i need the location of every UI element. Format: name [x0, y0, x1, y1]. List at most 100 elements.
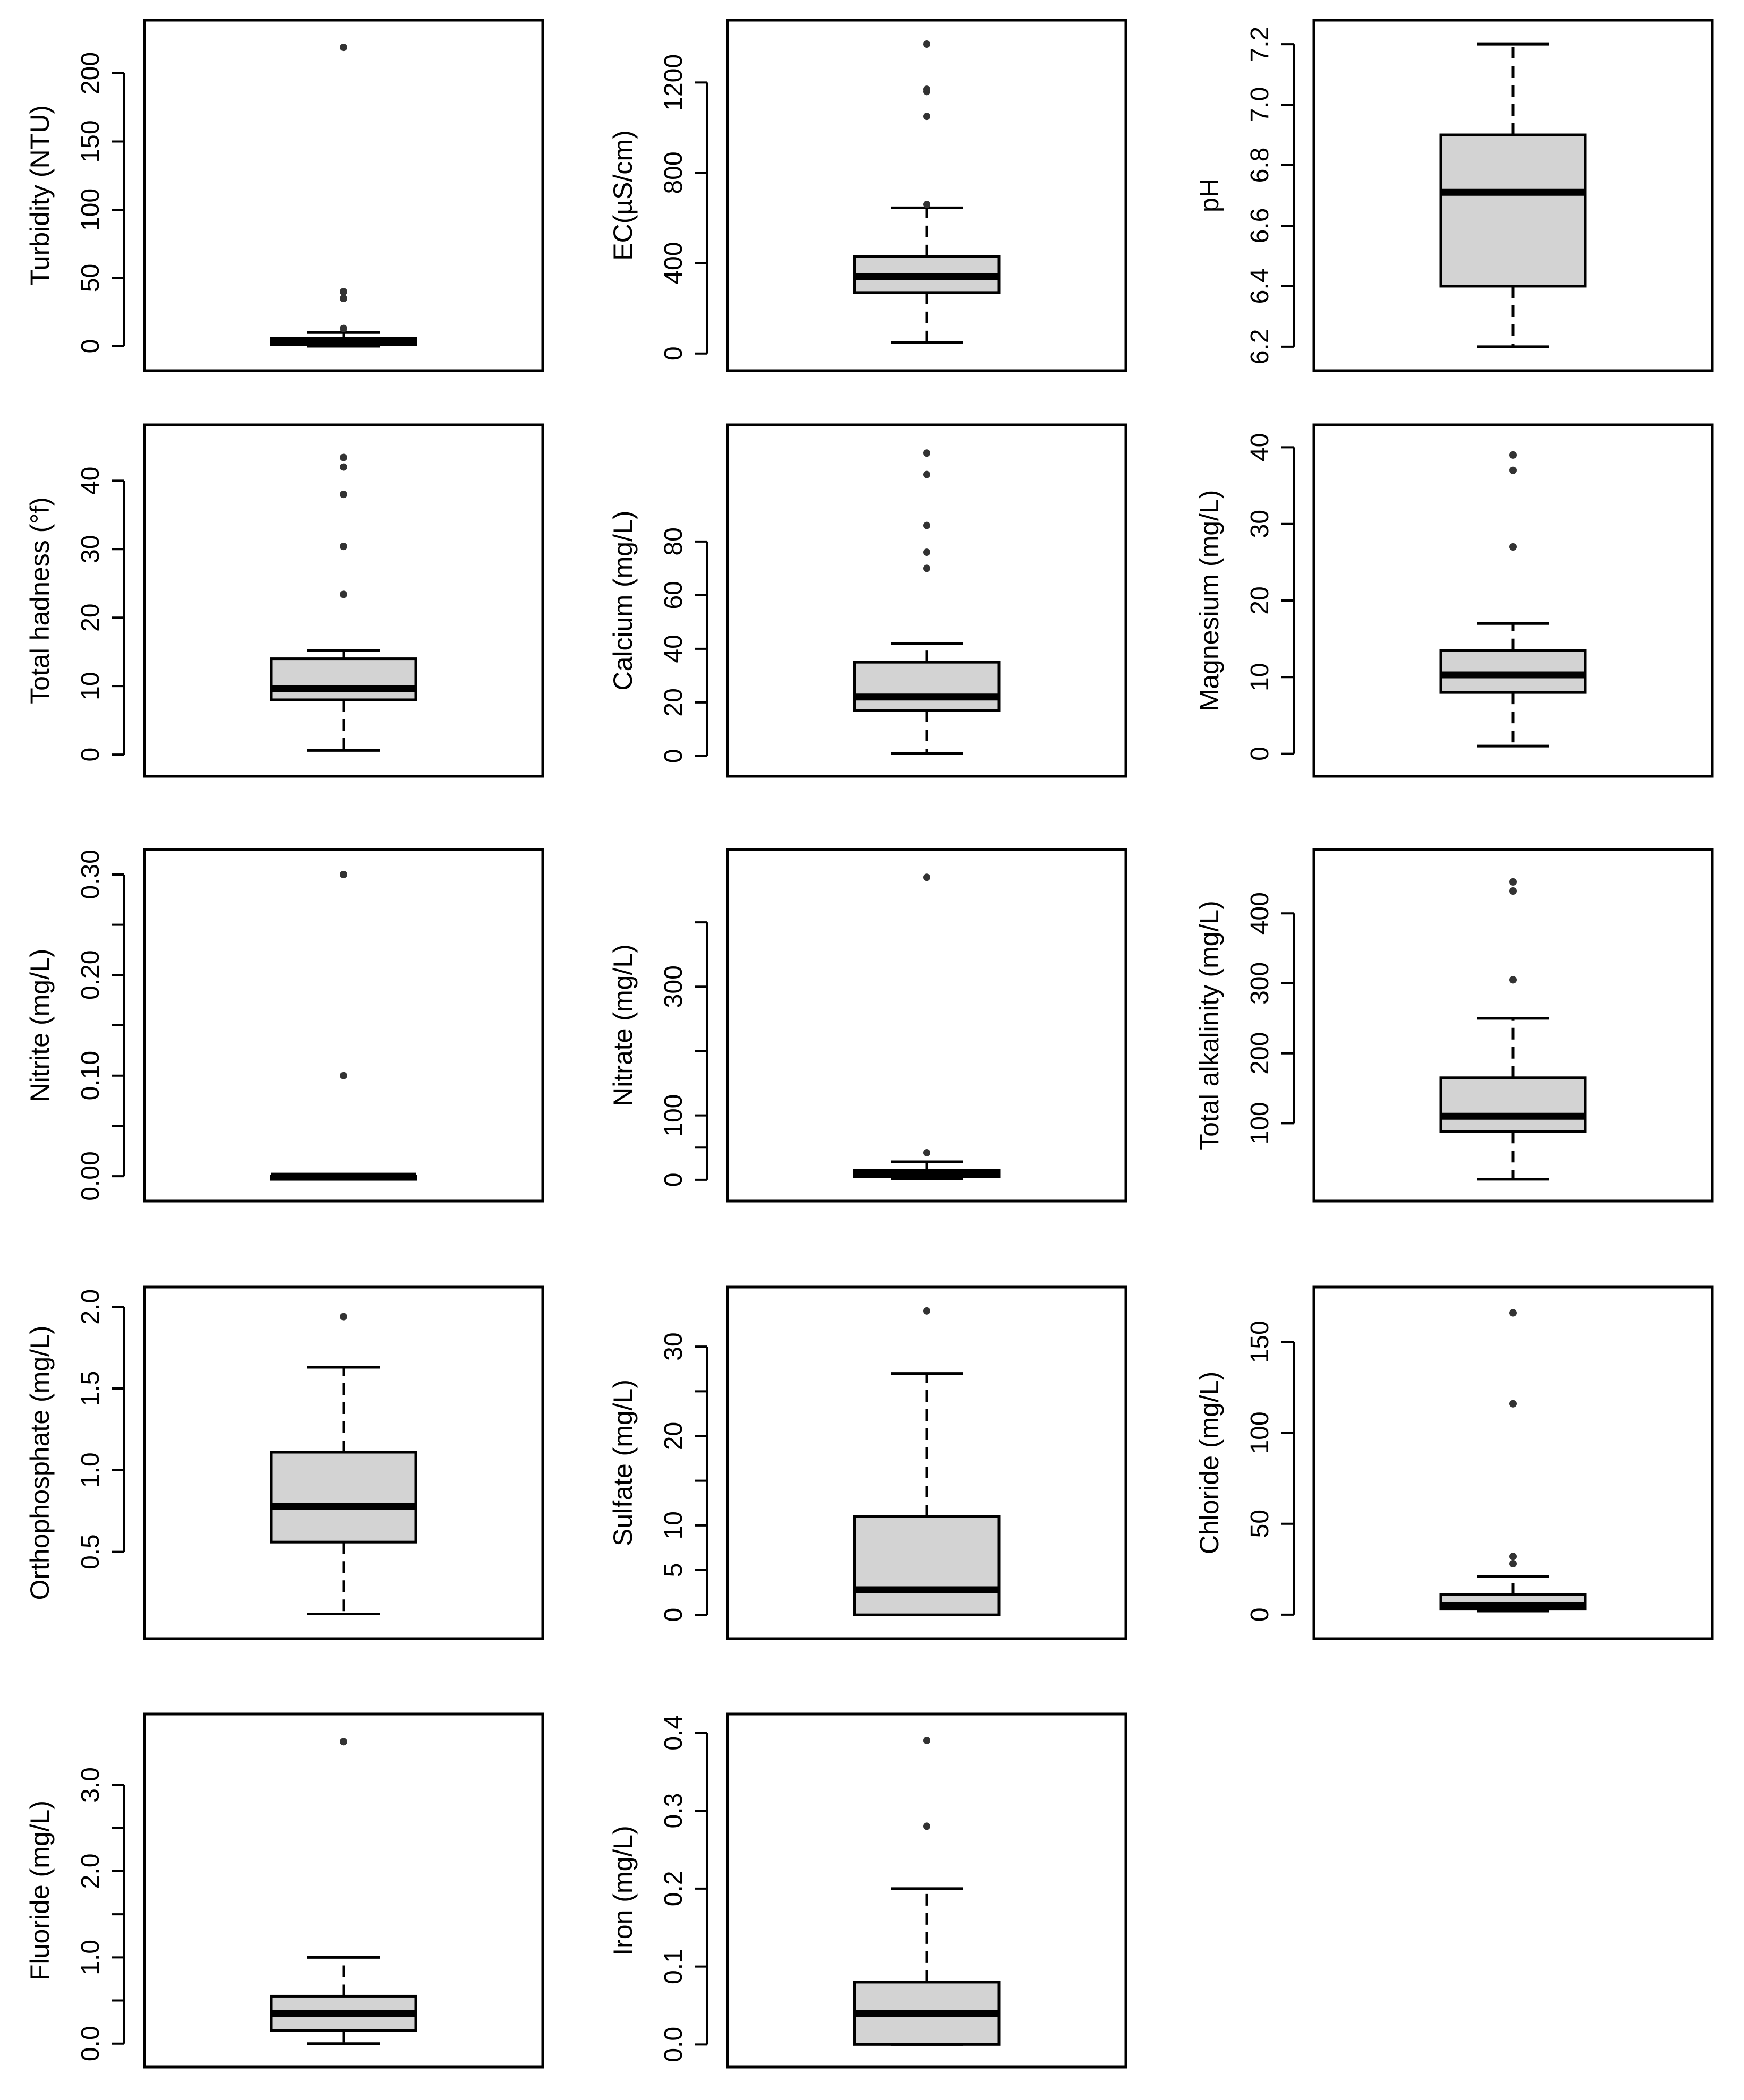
- outlier-point: [340, 1072, 347, 1079]
- outlier-point: [340, 288, 347, 296]
- outlier-point: [1509, 887, 1517, 895]
- y-tick-label: 20: [1246, 586, 1274, 614]
- outlier-point: [340, 324, 347, 332]
- y-tick-label: 6.6: [1246, 208, 1274, 244]
- outlier-point: [923, 470, 930, 478]
- plot-frame: [143, 423, 544, 778]
- y-tick-label: 6.2: [1246, 329, 1274, 365]
- panel-magnesium: 0 10 20 30 40 Magnesium (mg/L): [1194, 423, 1714, 778]
- y-tick-label: 50: [1246, 1510, 1274, 1538]
- outlier-point: [340, 491, 347, 499]
- outlier-point: [1509, 1309, 1517, 1317]
- y-tick-label: 400: [1246, 892, 1274, 935]
- y-tick-label: 0: [76, 339, 105, 354]
- panel-total-alkalinity: 100 200 300 400 Total alkalinity (mg/L): [1194, 848, 1714, 1203]
- y-tick-label: 150: [76, 120, 105, 162]
- y-tick-label: 60: [660, 581, 688, 609]
- plot-frame: [143, 848, 544, 1203]
- y-tick-label: 1.0: [76, 1940, 105, 1975]
- outlier-point: [923, 1737, 930, 1745]
- iqr-box: [1439, 133, 1587, 288]
- panel-nitrate: 0 100 300 Nitrate (mg/L): [608, 848, 1127, 1203]
- outlier-point: [1509, 1560, 1517, 1568]
- y-tick-label: 20: [76, 604, 105, 632]
- outlier-point: [923, 1148, 930, 1156]
- plot-frame: [726, 19, 1127, 372]
- plot-frame: [1312, 423, 1714, 778]
- y-tick-label: 30: [76, 535, 105, 563]
- plot-frame: [726, 423, 1127, 778]
- y-axis-title: Total hadness (°f): [25, 497, 55, 704]
- y-tick-label: 300: [1246, 962, 1274, 1005]
- y-tick-label: 1200: [660, 54, 688, 111]
- y-tick-label: 80: [660, 527, 688, 555]
- outlier-point: [1509, 543, 1517, 551]
- y-axis-title: Calcium (mg/L): [608, 511, 638, 691]
- y-tick-label: 0: [1246, 1608, 1274, 1622]
- y-tick-label: 7.0: [1246, 87, 1274, 123]
- outlier-point: [923, 521, 930, 529]
- y-tick-label: 0.20: [76, 950, 105, 1000]
- outlier-point: [923, 85, 930, 93]
- y-tick-label: 0: [1246, 747, 1274, 761]
- iqr-box: [853, 661, 1001, 712]
- plot-frame: [143, 1712, 544, 2069]
- y-axis-title: Nitrite (mg/L): [25, 949, 55, 1102]
- y-axis-title: Chloride (mg/L): [1194, 1372, 1224, 1555]
- y-axis-title: Turbidity (NTU): [25, 105, 55, 286]
- outlier-point: [923, 548, 930, 556]
- y-axis-title: Fluoride (mg/L): [25, 1801, 55, 1981]
- y-tick-label: 2.0: [76, 1289, 105, 1325]
- y-tick-label: 100: [1246, 1411, 1274, 1454]
- outlier-point: [340, 590, 347, 598]
- outlier-point: [923, 449, 930, 457]
- plot-frame: [1312, 19, 1714, 372]
- y-tick-label: 3.0: [76, 1767, 105, 1803]
- plot-frame: [726, 1712, 1127, 2069]
- outlier-point: [340, 1738, 347, 1746]
- y-tick-label: 0.2: [660, 1871, 688, 1906]
- y-tick-label: 10: [1246, 663, 1274, 691]
- y-tick-label: 30: [1246, 510, 1274, 538]
- panel-sulfate: 0 5 10 20 30 Sulfate (mg/L): [608, 1285, 1127, 1640]
- y-tick-label: 0.30: [76, 850, 105, 899]
- y-tick-label: 0: [76, 748, 105, 762]
- y-tick-label: 6.4: [1246, 269, 1274, 304]
- plot-frame: [726, 848, 1127, 1203]
- y-tick-label: 40: [76, 467, 105, 495]
- y-axis-title: pH: [1194, 178, 1224, 212]
- y-tick-label: 50: [76, 264, 105, 292]
- panel-iron: 0.0 0.1 0.2 0.3 0.4 Iron (mg/L): [608, 1712, 1127, 2069]
- y-tick-label: 7.2: [1246, 27, 1274, 62]
- y-tick-label: 0.0: [76, 2026, 105, 2061]
- y-tick-label: 20: [660, 1422, 688, 1450]
- outlier-point: [340, 295, 347, 303]
- y-tick-label: 0.0: [660, 2027, 688, 2062]
- plot-frame: [1312, 1285, 1714, 1640]
- iqr-box: [1439, 1076, 1587, 1133]
- panel-nitrite: 0.00 0.10 0.20 0.30 Nitrite (mg/L): [25, 848, 544, 1203]
- plot-frame: [143, 19, 544, 372]
- y-tick-label: 0.4: [660, 1715, 688, 1751]
- outlier-point: [923, 201, 930, 209]
- outlier-point: [1509, 1400, 1517, 1408]
- y-tick-label: 0.00: [76, 1151, 105, 1201]
- outlier-point: [1509, 1553, 1517, 1561]
- panel-turbidity: 0 50 100 150 200 Turbidity (NTU): [25, 19, 544, 372]
- y-tick-label: 20: [660, 688, 688, 716]
- y-tick-label: 0.10: [76, 1051, 105, 1100]
- outlier-point: [340, 543, 347, 551]
- outlier-point: [923, 1822, 930, 1830]
- y-tick-label: 0: [660, 1173, 688, 1187]
- y-tick-label: 100: [660, 1094, 688, 1137]
- outlier-point: [1509, 451, 1517, 459]
- y-tick-label: 1.5: [76, 1371, 105, 1407]
- y-tick-label: 100: [76, 188, 105, 231]
- y-tick-label: 400: [660, 242, 688, 285]
- y-tick-label: 30: [660, 1332, 688, 1360]
- y-tick-label: 10: [76, 672, 105, 700]
- panel-orthophosphate: 0.5 1.0 1.5 2.0 Orthophosphate (mg/L): [25, 1285, 544, 1640]
- outlier-point: [1509, 878, 1517, 886]
- y-tick-label: 0: [660, 1608, 688, 1622]
